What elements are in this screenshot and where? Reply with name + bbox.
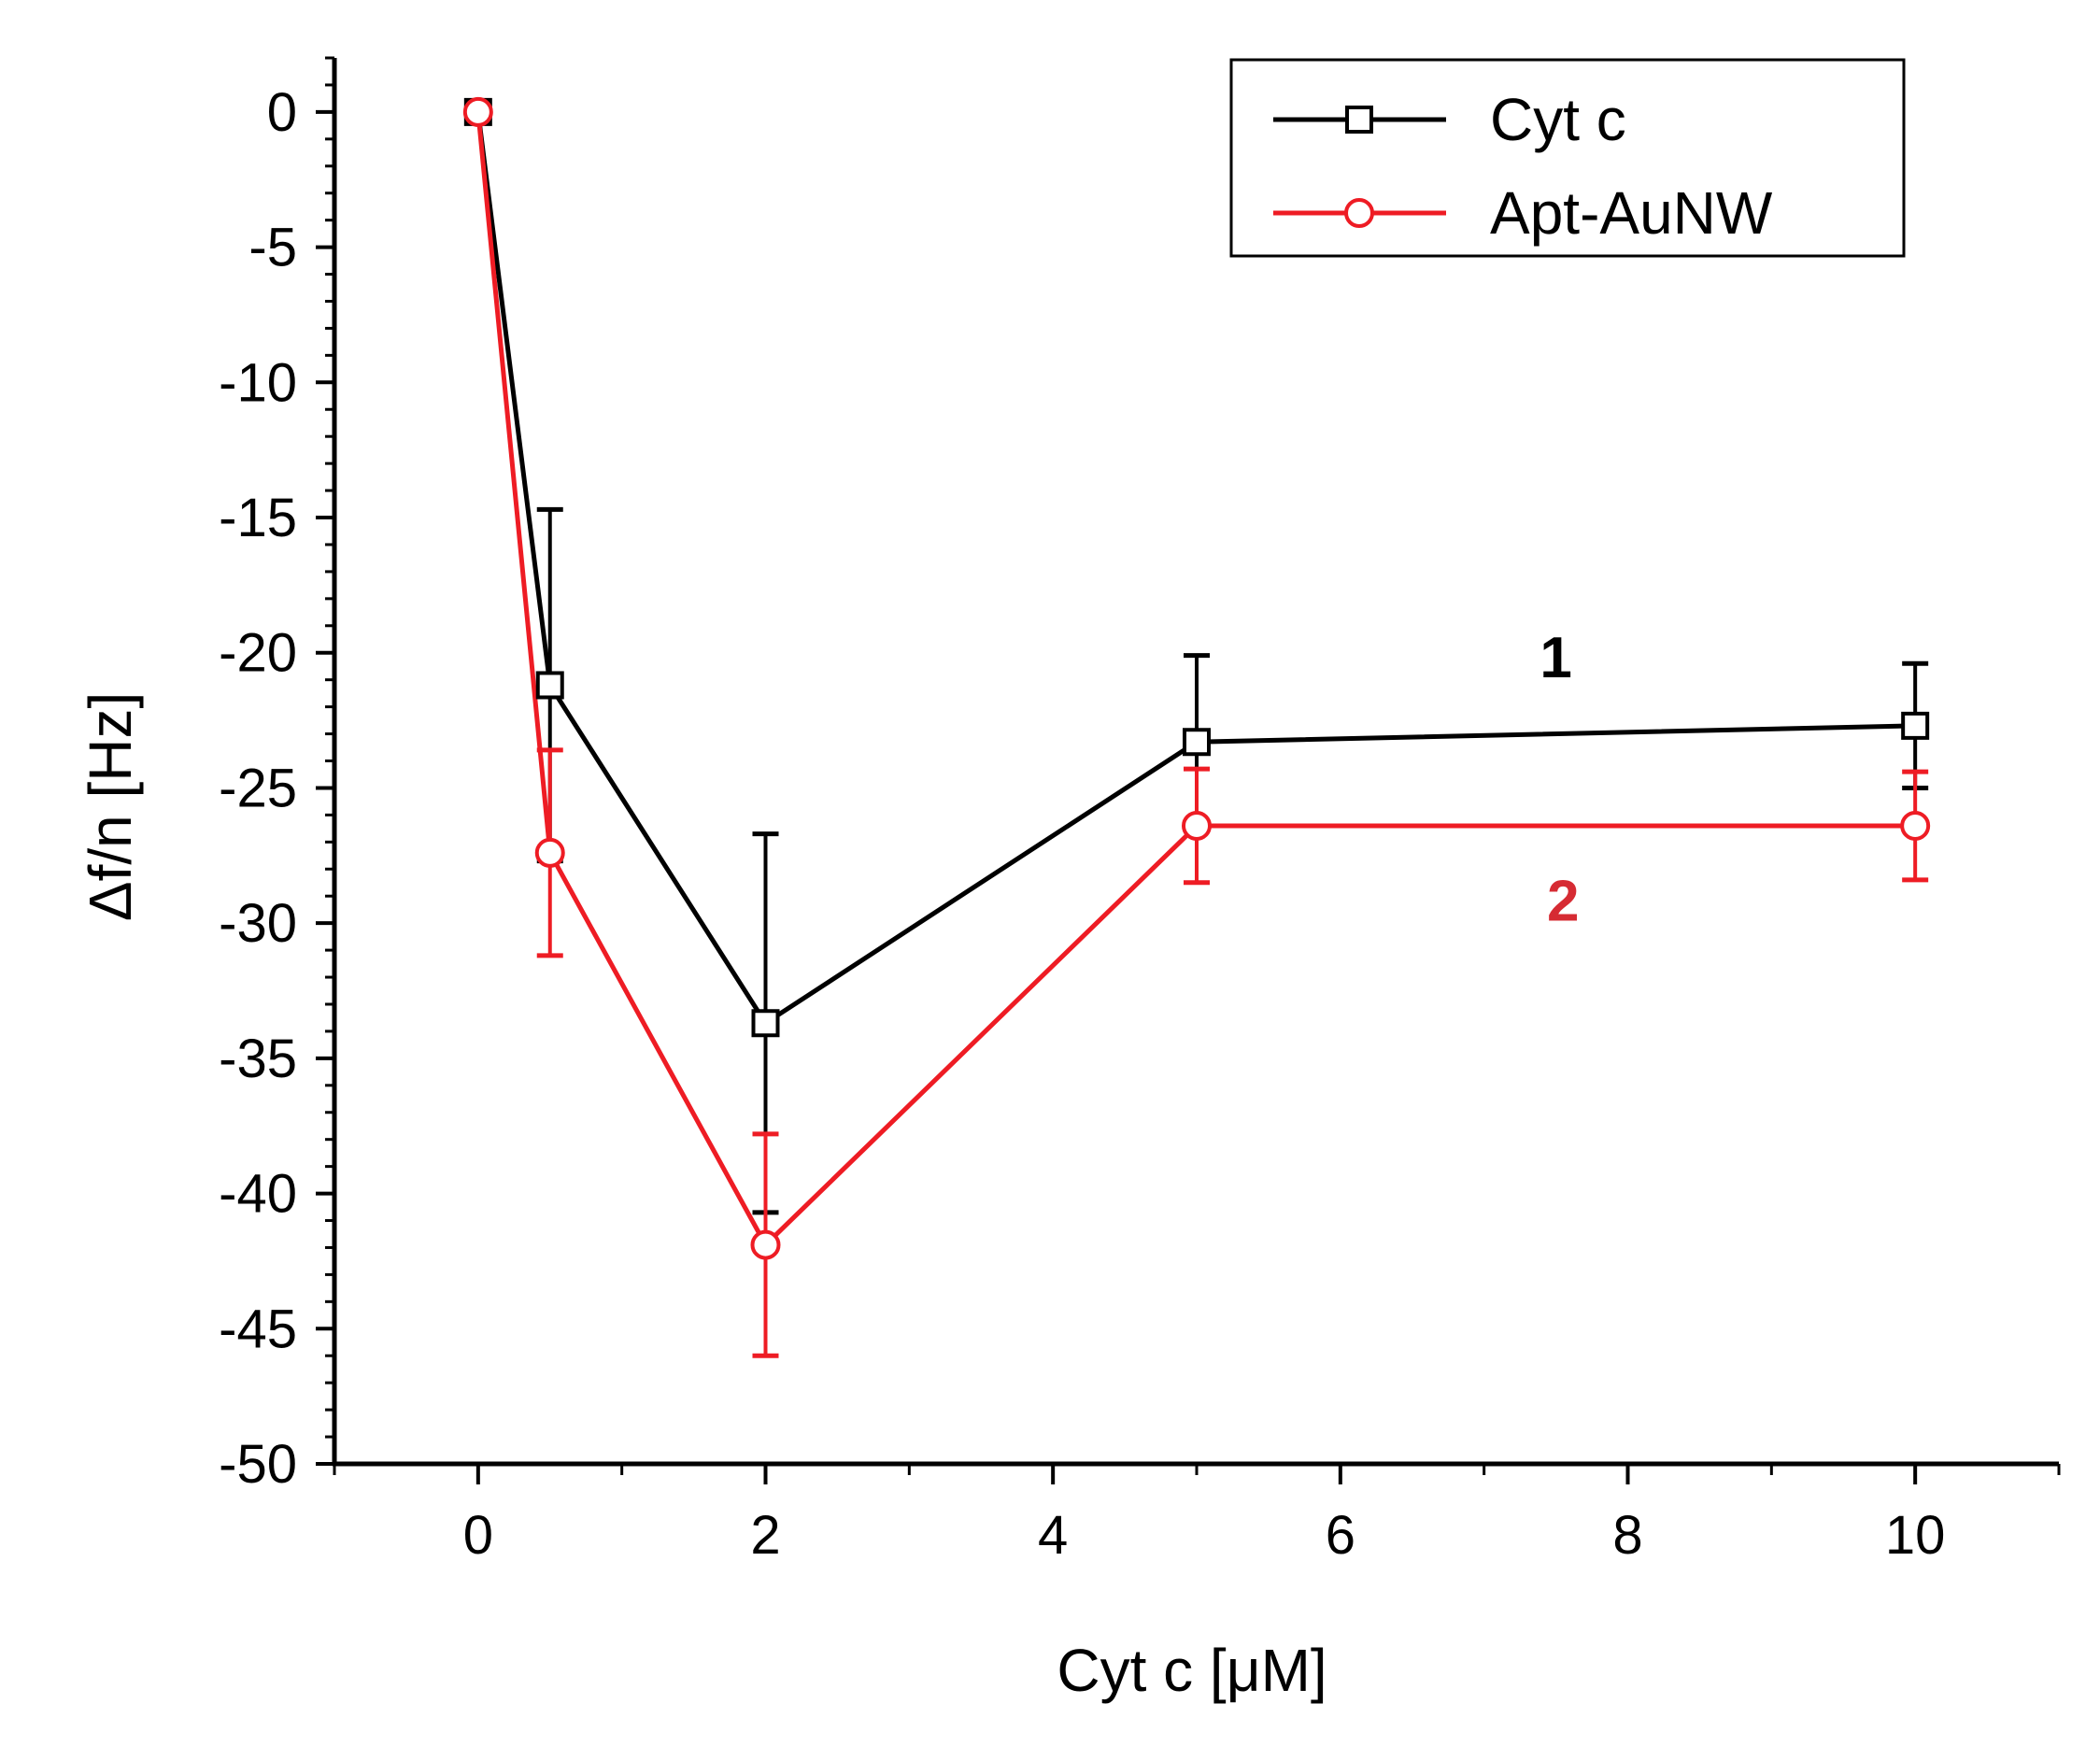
legend-marker-square bbox=[1345, 106, 1373, 134]
curve-labels: 12 bbox=[1540, 626, 1579, 933]
data-point-square bbox=[751, 1009, 780, 1038]
data-point-circle bbox=[1182, 810, 1212, 841]
data-point-square bbox=[1183, 728, 1211, 757]
x-tick-label: 2 bbox=[750, 1505, 780, 1566]
x-tick-label: 6 bbox=[1326, 1505, 1355, 1566]
axes: 0 -5 -10 -15 -20 -25 -30 -35 -40 -45 -50 0 2 4 6 8 10 Cyt… bbox=[77, 56, 2061, 1704]
y-tick-label: -45 bbox=[219, 1299, 297, 1359]
y-tick-label: 0 bbox=[267, 82, 297, 143]
x-tick-label: 8 bbox=[1612, 1505, 1642, 1566]
legend: Cyt c Apt-AuNW bbox=[1229, 58, 1906, 258]
y-tick-label: -5 bbox=[248, 218, 297, 278]
x-tick-label: 0 bbox=[463, 1505, 493, 1566]
data-point-circle bbox=[750, 1229, 781, 1260]
legend-marker-circle bbox=[1344, 198, 1374, 228]
curve-label-2: 2 bbox=[1547, 869, 1579, 933]
curve-label-1: 1 bbox=[1540, 626, 1571, 690]
y-tick-label: -35 bbox=[219, 1029, 297, 1089]
y-tick-label: -20 bbox=[219, 623, 297, 684]
y-tick-label: -25 bbox=[219, 758, 297, 818]
data-point-square bbox=[535, 671, 564, 700]
y-tick-label: -40 bbox=[219, 1164, 297, 1225]
data-point-circle bbox=[534, 837, 565, 868]
error-bars bbox=[536, 506, 1929, 1358]
y-tick-label: -30 bbox=[219, 893, 297, 954]
data-point-square bbox=[1901, 711, 1930, 740]
y-tick-label: -15 bbox=[219, 488, 297, 548]
y-tick-label: -50 bbox=[219, 1434, 297, 1495]
legend-label: Cyt c bbox=[1490, 86, 1626, 153]
data-markers bbox=[462, 96, 1931, 1260]
x-tick-label: 4 bbox=[1038, 1505, 1068, 1566]
x-axis-title: Cyt c [μM] bbox=[1057, 1637, 1327, 1704]
y-tick-label: -10 bbox=[219, 352, 297, 413]
data-point-circle bbox=[1900, 810, 1931, 841]
legend-box bbox=[1229, 58, 1906, 258]
legend-label: Apt-AuNW bbox=[1490, 179, 1773, 247]
data-point-circle bbox=[462, 96, 493, 127]
x-tick-label: 10 bbox=[1885, 1505, 1946, 1566]
y-axis-title: Δf/n [Hz] bbox=[77, 692, 144, 921]
